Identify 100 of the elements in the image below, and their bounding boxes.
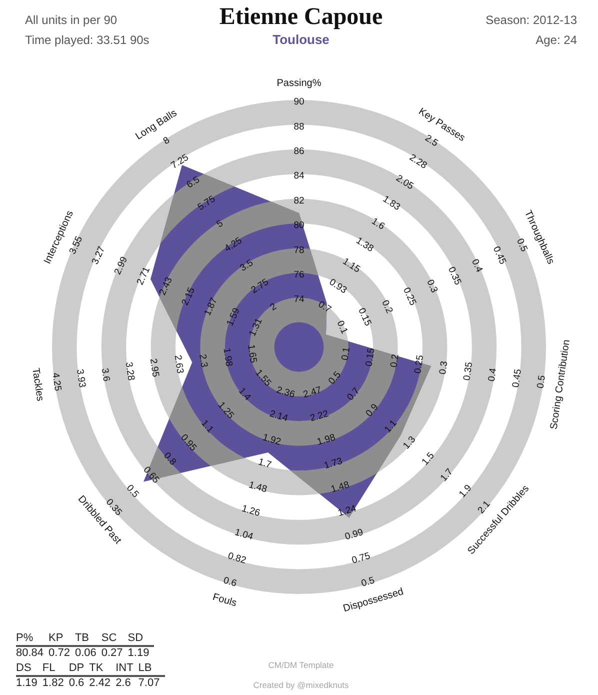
text: 2.22 bbox=[308, 408, 330, 424]
text: 3.93 bbox=[74, 368, 88, 388]
text: 0.4 bbox=[469, 258, 485, 274]
text: 0.1 bbox=[340, 346, 352, 362]
text: 3.27 bbox=[90, 244, 108, 266]
text: 4.25 bbox=[222, 235, 244, 255]
text: 1.92 bbox=[261, 432, 282, 448]
text: 1.9 bbox=[457, 482, 474, 500]
text: 84 bbox=[294, 170, 304, 182]
text: 90 bbox=[294, 96, 304, 108]
text: 1.6 bbox=[369, 216, 387, 232]
text: 3.28 bbox=[122, 361, 136, 382]
text: 1.87 bbox=[202, 296, 220, 318]
text: 4.25 bbox=[50, 372, 64, 392]
text: P% KP TB SC SD bbox=[16, 632, 144, 644]
text: 0.5 bbox=[360, 575, 376, 590]
text: 0.4 bbox=[486, 368, 500, 382]
text: 1.04 bbox=[233, 526, 254, 543]
text: 80.84 0.72 0.06 0.27 1.19 bbox=[16, 647, 150, 659]
text: 0.35 bbox=[445, 265, 464, 287]
text: 0.2 bbox=[388, 353, 402, 368]
text: 1.7 bbox=[256, 456, 273, 471]
text: 0.3 bbox=[424, 278, 440, 295]
text: 2.95 bbox=[147, 358, 161, 378]
text: 0.2 bbox=[379, 298, 395, 316]
text: Created by @mixedknuts bbox=[253, 680, 349, 691]
text: 6.5 bbox=[184, 174, 202, 191]
text: 2.05 bbox=[394, 172, 416, 192]
text: Time played: 33.51 90s bbox=[25, 33, 150, 47]
text: 76 bbox=[294, 270, 304, 281]
text: 1.38 bbox=[354, 235, 376, 255]
text: 1.19 1.82 0.6 2.42 2.6 7.07 bbox=[16, 677, 160, 689]
text: 3.6 bbox=[98, 368, 112, 382]
text: 2.14 bbox=[268, 408, 290, 424]
text: 78 bbox=[294, 244, 304, 256]
text: 3.5 bbox=[238, 257, 256, 274]
text: 1.4 bbox=[236, 386, 253, 403]
text: 5.75 bbox=[196, 194, 218, 213]
text: 2.28 bbox=[407, 152, 429, 172]
text: 1.83 bbox=[380, 194, 402, 213]
text: 1.7 bbox=[438, 466, 456, 484]
text: 2 bbox=[268, 301, 279, 314]
text: 1.73 bbox=[322, 456, 344, 472]
text: 2.47 bbox=[302, 384, 323, 400]
text: 0.15 bbox=[356, 306, 374, 328]
text: 1.98 bbox=[316, 432, 337, 448]
text: 0.8 bbox=[161, 450, 178, 468]
spoke-label: Tackles bbox=[30, 367, 46, 402]
text: 0.35 bbox=[104, 496, 124, 518]
text: Age: 24 bbox=[536, 33, 577, 47]
text: 1.48 bbox=[330, 480, 351, 496]
spoke-label: Fouls bbox=[211, 592, 238, 610]
text: 0.25 bbox=[412, 354, 426, 374]
text: 0.5 bbox=[535, 374, 548, 390]
text: 0.82 bbox=[226, 550, 248, 566]
text: 2.63 bbox=[172, 354, 186, 374]
text: 0.7 bbox=[345, 386, 362, 403]
text: 1.55 bbox=[252, 368, 274, 389]
text: 8 bbox=[161, 134, 172, 148]
text: 74 bbox=[294, 294, 304, 306]
text: 0.9 bbox=[364, 402, 381, 420]
text: 1.1 bbox=[382, 418, 400, 436]
text: DS FL DP TK INT LB bbox=[16, 662, 152, 674]
text: 1.59 bbox=[224, 306, 242, 328]
text: 2.99 bbox=[112, 255, 130, 276]
text: 2.43 bbox=[157, 276, 175, 298]
spoke-label: Passing% bbox=[276, 78, 322, 89]
text: 0.3 bbox=[437, 360, 450, 376]
text: 1.48 bbox=[247, 480, 268, 496]
text: 7.25 bbox=[169, 152, 191, 172]
text: 0.45 bbox=[510, 368, 524, 388]
text: 0.7 bbox=[316, 299, 334, 316]
text: 86 bbox=[294, 146, 304, 158]
text: 88 bbox=[294, 121, 304, 132]
text: CM/DM Template bbox=[268, 660, 334, 671]
chart-title: Etienne Capoue bbox=[219, 3, 383, 31]
text: 1.3 bbox=[401, 434, 418, 452]
text: 0.5 bbox=[124, 482, 141, 500]
text: 2.1 bbox=[476, 498, 493, 516]
chart-subtitle: Toulouse bbox=[272, 32, 330, 48]
text: 0.99 bbox=[344, 526, 365, 543]
text: 0.5 bbox=[326, 370, 344, 387]
text: 1.15 bbox=[340, 256, 362, 276]
text: 5 bbox=[214, 218, 226, 230]
text: 1.65 bbox=[245, 344, 259, 364]
text: 0.25 bbox=[400, 286, 418, 308]
text: 0.5 bbox=[514, 236, 530, 254]
text: 2.75 bbox=[249, 276, 271, 296]
text: 0.45 bbox=[490, 244, 508, 266]
text: 0.1 bbox=[334, 319, 350, 336]
text: 2.3 bbox=[196, 353, 210, 368]
text: 2.36 bbox=[275, 384, 296, 400]
text: 2.15 bbox=[180, 286, 198, 308]
text: 2.71 bbox=[134, 265, 153, 287]
text: 1.1 bbox=[198, 418, 216, 436]
text: Season: 2012-13 bbox=[486, 13, 577, 27]
text: 1.25 bbox=[216, 400, 236, 422]
text: 1.5 bbox=[420, 450, 437, 468]
text: 0.75 bbox=[350, 550, 372, 566]
text: 1.98 bbox=[220, 347, 234, 368]
